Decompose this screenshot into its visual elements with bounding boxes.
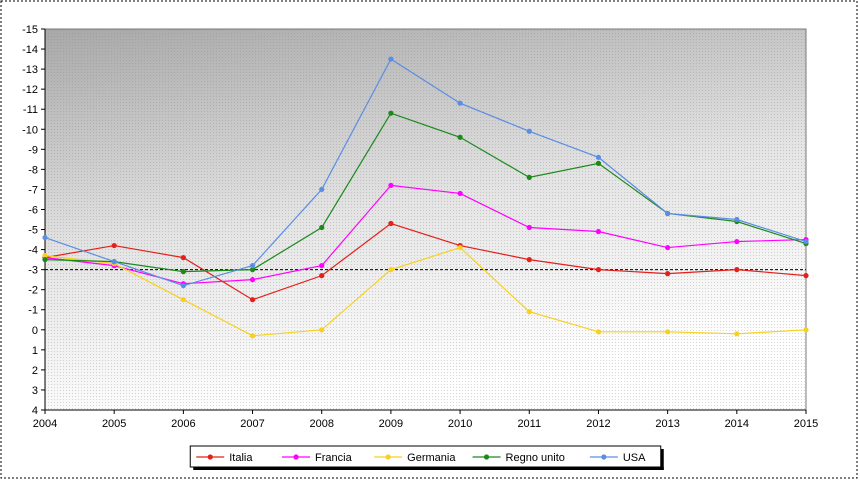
legend-shadow [193, 467, 664, 470]
data-point [457, 100, 463, 106]
y-tick-label: -15 [22, 24, 38, 36]
data-point [734, 216, 740, 223]
plot-texture [44, 28, 807, 411]
y-tick-label: 4 [32, 405, 38, 417]
data-point [526, 224, 532, 231]
data-point [319, 186, 325, 193]
data-point [526, 309, 532, 315]
legend-label: Regno unito [506, 452, 565, 464]
x-tick-label: 2007 [240, 418, 264, 430]
series-line [44, 246, 807, 337]
y-tick-label: -1 [28, 305, 38, 317]
y-tick-label: -14 [22, 44, 38, 56]
y-tick-label: -3 [28, 265, 38, 277]
data-point [734, 331, 740, 337]
data-point [526, 128, 532, 134]
y-tick-label: 3 [32, 385, 38, 397]
legend-label: Francia [315, 452, 353, 464]
data-point [319, 263, 325, 269]
y-tick-label: -5 [28, 225, 38, 237]
series-line [44, 58, 807, 287]
data-point [595, 228, 602, 235]
data-point [665, 244, 671, 251]
data-point [388, 267, 394, 273]
data-point [249, 333, 256, 339]
y-tick-label: -11 [23, 104, 38, 116]
y-tick-label: -6 [28, 204, 38, 216]
y-tick-label: -9 [28, 144, 38, 156]
legend-label: USA [623, 452, 646, 464]
data-point [526, 257, 532, 263]
data-point [457, 134, 463, 140]
data-point [319, 273, 325, 279]
legend-marker [385, 454, 391, 460]
data-point [388, 110, 394, 116]
data-point [42, 234, 48, 241]
x-tick-label: 2010 [448, 418, 472, 430]
y-tick-label: 2 [32, 365, 38, 377]
y-tick-label: -13 [22, 64, 38, 76]
data-point [111, 242, 117, 249]
data-point [388, 182, 394, 189]
data-point [595, 154, 602, 160]
data-point [595, 267, 602, 273]
data-point [319, 224, 325, 231]
data-point [457, 190, 463, 197]
data-point [457, 244, 463, 251]
x-tick-label: 2005 [102, 418, 126, 430]
legend-label: Germania [407, 452, 456, 464]
legend-shadow [660, 449, 664, 470]
data-point [595, 329, 602, 335]
data-point [180, 255, 186, 261]
series-line [44, 184, 807, 285]
x-tick-label: 2008 [309, 418, 333, 430]
data-point [111, 259, 117, 265]
data-point [180, 269, 186, 275]
data-point [180, 297, 186, 303]
x-tick-label: 2004 [33, 418, 57, 430]
x-tick-label: 2009 [379, 418, 403, 430]
x-tick-label: 2013 [655, 418, 679, 430]
data-point [803, 273, 809, 279]
y-tick-label: -7 [28, 184, 38, 196]
y-tick-label: -2 [28, 285, 38, 297]
y-tick-label: -10 [22, 124, 38, 136]
data-point [526, 174, 532, 180]
data-point [665, 271, 671, 277]
legend-marker [207, 454, 213, 460]
y-tick-label: -4 [28, 245, 38, 257]
data-point [249, 263, 256, 269]
data-point [803, 327, 809, 333]
y-tick-label: -12 [22, 84, 38, 96]
x-tick-label: 2014 [725, 418, 749, 430]
data-point [180, 283, 186, 289]
data-point [42, 257, 48, 263]
x-tick-label: 2006 [171, 418, 195, 430]
data-point [249, 277, 256, 283]
data-point [319, 327, 325, 333]
data-point [249, 297, 256, 303]
data-point [803, 238, 809, 245]
legend-marker [483, 454, 490, 460]
y-tick-label: 1 [32, 345, 38, 357]
data-point [388, 220, 394, 227]
data-point [734, 267, 740, 273]
legend-label: Italia [229, 452, 253, 464]
data-point [734, 238, 740, 245]
x-tick-label: 2011 [517, 418, 541, 430]
y-tick-label: -8 [28, 164, 38, 176]
x-tick-label: 2012 [586, 418, 610, 430]
legend-marker [601, 454, 607, 460]
legend-marker [293, 454, 299, 460]
x-tick-label: 2015 [794, 418, 818, 430]
data-point [595, 160, 602, 166]
data-point [665, 329, 671, 335]
data-point [42, 252, 48, 259]
data-point [249, 267, 256, 273]
data-point [665, 210, 671, 217]
series-line [44, 222, 807, 301]
y-tick-label: 0 [32, 325, 38, 337]
data-point [388, 56, 394, 62]
